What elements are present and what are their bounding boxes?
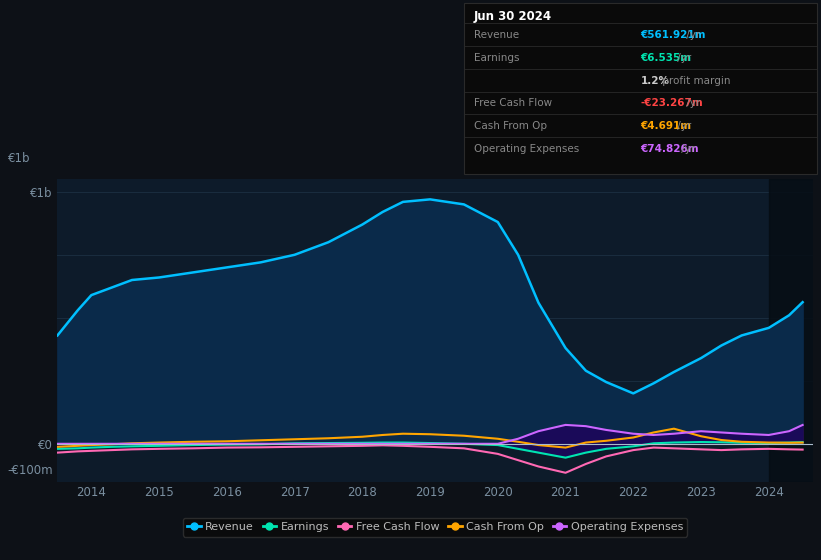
Text: Operating Expenses: Operating Expenses bbox=[474, 144, 579, 154]
Legend: Revenue, Earnings, Free Cash Flow, Cash From Op, Operating Expenses: Revenue, Earnings, Free Cash Flow, Cash … bbox=[183, 517, 687, 536]
Text: Free Cash Flow: Free Cash Flow bbox=[474, 99, 552, 109]
Text: €6.535m: €6.535m bbox=[640, 53, 691, 63]
Text: Jun 30 2024: Jun 30 2024 bbox=[474, 10, 552, 23]
Text: Cash From Op: Cash From Op bbox=[474, 121, 547, 131]
Text: /yr: /yr bbox=[683, 30, 700, 40]
Text: profit margin: profit margin bbox=[659, 76, 731, 86]
Text: €1b: €1b bbox=[8, 152, 30, 165]
Text: /yr: /yr bbox=[683, 99, 700, 109]
Text: /yr: /yr bbox=[674, 121, 691, 131]
Bar bbox=[768, 179, 821, 482]
Text: €4.691m: €4.691m bbox=[640, 121, 691, 131]
Text: -€23.267m: -€23.267m bbox=[640, 99, 703, 109]
Text: Revenue: Revenue bbox=[474, 30, 519, 40]
Text: /yr: /yr bbox=[678, 144, 695, 154]
Text: €74.826m: €74.826m bbox=[640, 144, 699, 154]
Text: €561.921m: €561.921m bbox=[640, 30, 706, 40]
Text: Earnings: Earnings bbox=[474, 53, 519, 63]
Text: 1.2%: 1.2% bbox=[640, 76, 669, 86]
Text: /yr: /yr bbox=[674, 53, 691, 63]
